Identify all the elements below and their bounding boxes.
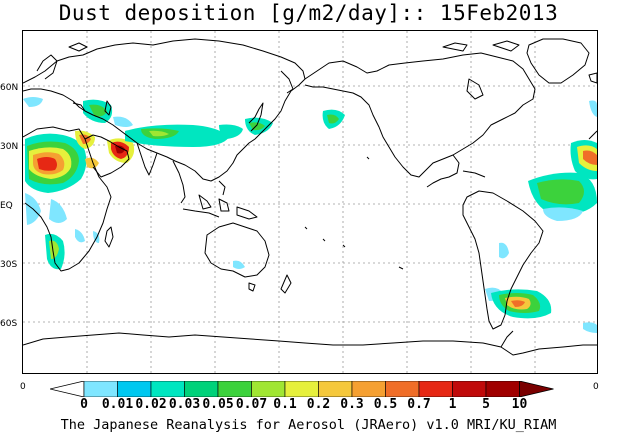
colorbar-tick-label: 0.05 <box>202 397 234 412</box>
colorbar-tick-label: 0.7 <box>407 397 431 412</box>
colorbar-cell-14 <box>519 381 554 397</box>
colorbar-tick-label: 0.02 <box>135 397 167 412</box>
colorbar-cell-4 <box>184 381 219 397</box>
colorbar-tick-label: 0.2 <box>306 397 331 412</box>
colorbar-cell-8 <box>318 381 353 397</box>
colorbar-left-edge-label: 0 <box>20 382 26 392</box>
colorbar-tick-label: 0.3 <box>340 397 364 412</box>
colorbar-cell-2 <box>117 381 152 397</box>
colorbar-cell-3 <box>150 381 185 397</box>
map-title: Dust deposition [g/m2/day]:: 15Feb2013 <box>58 1 559 25</box>
colorbar <box>50 381 554 397</box>
lat-label-30s: 30S <box>0 260 18 270</box>
colorbar-cell-11 <box>418 381 453 397</box>
colorbar-tick-label: 0.07 <box>235 397 268 412</box>
colorbar-cell-9 <box>351 381 386 397</box>
colorbar-tick-label: 5 <box>482 397 490 412</box>
coastlines <box>23 38 597 356</box>
attribution-footer: The Japanese Reanalysis for Aerosol (JRA… <box>60 417 557 433</box>
colorbar-tick-label: 10 <box>511 397 528 412</box>
map-canvas <box>23 31 597 373</box>
colorbar-cell-10 <box>385 381 420 397</box>
colorbar-tick-label: 0.03 <box>168 397 201 412</box>
colorbar-cell-1 <box>83 381 118 397</box>
colorbar-tick-label: 0 <box>80 397 88 412</box>
colorbar-cell-6 <box>251 381 286 397</box>
colorbar-tick-label: 0.01 <box>101 397 134 412</box>
colorbar-cell-7 <box>284 381 319 397</box>
colorbar-cell-12 <box>452 381 487 397</box>
colorbar-right-edge-label: 0 <box>593 382 599 392</box>
lat-label-30n: 30N <box>0 142 19 152</box>
colorbar-cell-0 <box>50 381 85 397</box>
dust-deposition-map <box>22 30 598 374</box>
colorbar-tick-label: 0.1 <box>273 397 297 412</box>
colorbar-cell-5 <box>217 381 252 397</box>
colorbar-tick-label: 0.5 <box>373 397 398 412</box>
lat-label-eq: EQ <box>0 201 13 211</box>
lat-label-60s: 60S <box>0 319 18 329</box>
colorbar-tick-label: 1 <box>448 397 457 412</box>
dust-fields <box>23 97 597 333</box>
lat-label-60n: 60N <box>0 83 19 93</box>
colorbar-cell-13 <box>485 381 520 397</box>
